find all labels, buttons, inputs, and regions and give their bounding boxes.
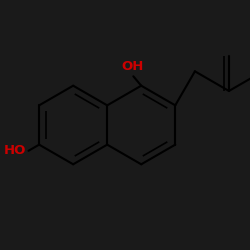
Text: OH: OH	[121, 60, 143, 73]
Text: HO: HO	[4, 144, 26, 157]
